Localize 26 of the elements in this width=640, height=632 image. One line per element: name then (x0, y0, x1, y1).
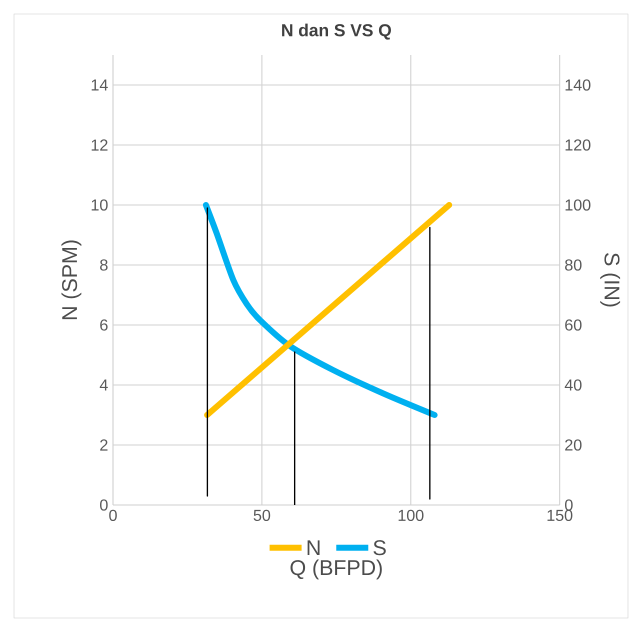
y-tick-label: 4 (100, 379, 108, 390)
y-tick-label: 8 (100, 259, 108, 271)
x-tick-label: 50 (254, 510, 270, 522)
y-tick-label: 10 (92, 199, 108, 211)
x-tick-label: 0 (109, 510, 117, 522)
y2-tick-label: 140 (566, 79, 590, 91)
y-tick-label: 6 (100, 319, 108, 331)
y-tick-label: 12 (92, 139, 108, 151)
y2-axis-title: S (IN) (600, 253, 620, 306)
y-tick-label: 0 (100, 499, 108, 511)
y2-tick-label: 80 (565, 259, 582, 271)
legend-label: S (373, 540, 386, 556)
legend-label: N (308, 540, 320, 556)
y2-tick-label: 100 (566, 199, 590, 211)
x-tick-label: 150 (548, 510, 572, 522)
y2-tick-label: 60 (565, 319, 582, 331)
x-tick-label: 100 (398, 510, 424, 522)
y2-tick-label: 0 (565, 499, 573, 511)
y-tick-label: 2 (100, 439, 108, 451)
chart-title: N dan S VS Q (282, 24, 391, 40)
x-axis-title: Q (BFPD) (290, 560, 382, 580)
y-tick-label: 14 (92, 80, 108, 90)
y2-tick-label: 20 (565, 439, 582, 451)
y2-tick-label: 40 (564, 379, 582, 391)
y-axis-title: N (SPM) (61, 240, 82, 320)
y2-tick-label: 120 (566, 139, 590, 151)
